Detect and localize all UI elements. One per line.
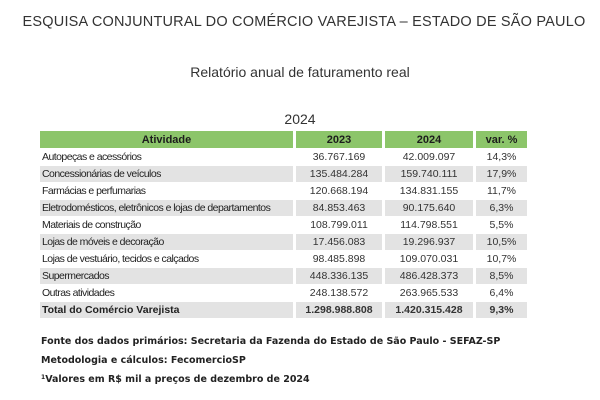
activity-cell: Eletrodomésticos, eletrônicos e lojas de…: [40, 200, 293, 216]
variation-cell: 17,9%: [476, 166, 527, 182]
total-2024: 1.420.315.428: [385, 302, 473, 318]
activity-cell: Materiais de construção: [42, 219, 141, 231]
value-2024-cell: 263.965.533: [399, 287, 459, 299]
total-variation: 9,3%: [476, 302, 527, 318]
value-2023-cell: 98.485.898: [312, 253, 366, 265]
activity-cell: Outras atividades: [42, 287, 115, 299]
report-subtitle: Relatório anual de faturamento real: [190, 64, 410, 80]
value-2024-cell: 114.798.551: [400, 219, 458, 231]
value-2023-cell: 108.799.011: [310, 219, 368, 231]
table-row: Eletrodomésticos, eletrônicos e lojas de…: [40, 200, 527, 216]
value-2023-cell: 248.138.572: [309, 287, 369, 299]
activity-cell: Concessionárias de veículos: [40, 166, 293, 182]
column-header-activity: Atividade: [40, 131, 293, 148]
variation-cell: 10,7%: [486, 253, 517, 265]
table-row: Farmácias e perfumarias 120.668.194 134.…: [40, 183, 527, 199]
value-2024-cell: 486.428.373: [385, 268, 473, 284]
total-2023: 1.298.988.808: [296, 302, 382, 318]
activity-cell: Lojas de móveis e decoração: [40, 234, 293, 250]
column-header-variation: var. %: [476, 131, 527, 148]
total-row: Total do Comércio Varejista 1.298.988.80…: [40, 302, 527, 318]
activity-cell: Farmácias e perfumarias: [42, 185, 146, 197]
value-2024-cell: 42.009.097: [402, 151, 456, 163]
table-row: Materiais de construção 108.799.011 114.…: [40, 217, 527, 233]
value-2023-cell: 17.456.083: [296, 234, 382, 250]
variation-cell: 10,5%: [476, 234, 527, 250]
revenue-table: Atividade 2023 2024 var. % Autopeças e a…: [37, 130, 530, 319]
total-label: Total do Comércio Varejista: [40, 302, 293, 318]
table-row: Lojas de móveis e decoração 17.456.083 1…: [40, 234, 527, 250]
variation-cell: 6,4%: [489, 287, 514, 299]
value-2023-cell: 36.767.169: [312, 151, 366, 163]
variation-cell: 8,5%: [476, 268, 527, 284]
value-2023-cell: 84.853.463: [296, 200, 382, 216]
activity-cell: Supermercados: [40, 268, 293, 284]
table-row: Concessionárias de veículos 135.484.284 …: [40, 166, 527, 182]
column-header-2024: 2024: [385, 131, 473, 148]
value-2024-cell: 90.175.640: [385, 200, 473, 216]
variation-cell: 6,3%: [476, 200, 527, 216]
activity-cell: Lojas de vestuário, tecidos e calçados: [42, 253, 199, 265]
table-row: Autopeças e acessórios 36.767.169 42.009…: [40, 149, 527, 165]
values-note: 1Valores em R$ mil a preços de dezembro …: [41, 374, 310, 385]
methodology-note: Metodologia e cálculos: FecomercioSP: [41, 355, 246, 366]
table-row: Supermercados 448.336.135 486.428.373 8,…: [40, 268, 527, 284]
report-year: 2024: [284, 111, 316, 127]
value-2024-cell: 19.296.937: [385, 234, 473, 250]
values-note-text: Valores em R$ mil a preços de dezembro d…: [45, 374, 310, 385]
report-title: ESQUISA CONJUNTURAL DO COMÉRCIO VAREJIST…: [22, 14, 586, 30]
variation-cell: 5,5%: [489, 219, 514, 231]
variation-cell: 14,3%: [486, 151, 517, 163]
table-row: Outras atividades 248.138.572 263.965.53…: [40, 285, 527, 301]
value-2023-cell: 135.484.284: [296, 166, 382, 182]
source-note: Fonte dos dados primários: Secretaria da…: [41, 336, 501, 347]
value-2023-cell: 448.336.135: [296, 268, 382, 284]
value-2024-cell: 159.740.111: [385, 166, 473, 182]
table-header-row: Atividade 2023 2024 var. %: [40, 131, 527, 148]
value-2023-cell: 120.668.194: [309, 185, 369, 197]
value-2024-cell: 109.070.031: [399, 253, 459, 265]
activity-cell: Autopeças e acessórios: [42, 151, 142, 163]
table-row: Lojas de vestuário, tecidos e calçados 9…: [40, 251, 527, 267]
variation-cell: 11,7%: [487, 185, 516, 197]
value-2024-cell: 134.831.155: [399, 185, 459, 197]
footnote-marker: 1: [41, 374, 46, 381]
column-header-2023: 2023: [296, 131, 382, 148]
